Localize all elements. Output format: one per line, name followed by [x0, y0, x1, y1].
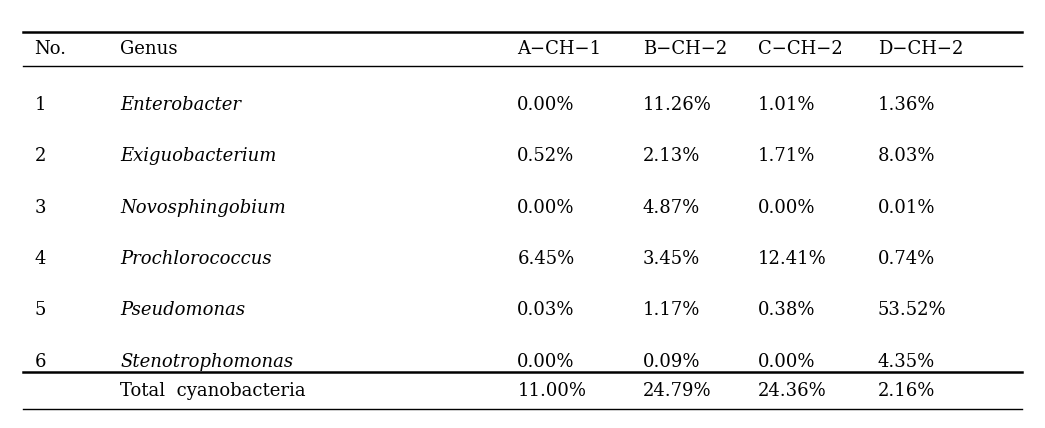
Text: A−CH−1: A−CH−1 — [517, 40, 602, 58]
Text: Enterobacter: Enterobacter — [120, 96, 241, 114]
Text: 1: 1 — [34, 96, 46, 114]
Text: 12.41%: 12.41% — [758, 250, 827, 268]
Text: No.: No. — [34, 40, 67, 58]
Text: Pseudomonas: Pseudomonas — [120, 301, 246, 319]
Text: 2.16%: 2.16% — [878, 382, 935, 400]
Text: 0.03%: 0.03% — [517, 301, 575, 319]
Text: Genus: Genus — [120, 40, 178, 58]
Text: 2.13%: 2.13% — [643, 147, 700, 165]
Text: Stenotrophomonas: Stenotrophomonas — [120, 353, 294, 371]
Text: 0.00%: 0.00% — [758, 199, 815, 217]
Text: 3: 3 — [34, 199, 46, 217]
Text: 1.71%: 1.71% — [758, 147, 815, 165]
Text: Prochlorococcus: Prochlorococcus — [120, 250, 272, 268]
Text: 0.52%: 0.52% — [517, 147, 575, 165]
Text: 4: 4 — [34, 250, 46, 268]
Text: 0.00%: 0.00% — [517, 96, 575, 114]
Text: 6.45%: 6.45% — [517, 250, 575, 268]
Text: Exiguobacterium: Exiguobacterium — [120, 147, 277, 165]
Text: Novosphingobium: Novosphingobium — [120, 199, 286, 217]
Text: 1.17%: 1.17% — [643, 301, 700, 319]
Text: 53.52%: 53.52% — [878, 301, 947, 319]
Text: C−CH−2: C−CH−2 — [758, 40, 842, 58]
Text: 4.35%: 4.35% — [878, 353, 935, 371]
Text: 0.74%: 0.74% — [878, 250, 935, 268]
Text: 8.03%: 8.03% — [878, 147, 935, 165]
Text: 3.45%: 3.45% — [643, 250, 700, 268]
Text: 0.01%: 0.01% — [878, 199, 935, 217]
Text: 0.09%: 0.09% — [643, 353, 700, 371]
Text: Total  cyanobacteria: Total cyanobacteria — [120, 382, 306, 400]
Text: D−CH−2: D−CH−2 — [878, 40, 963, 58]
Text: 6: 6 — [34, 353, 46, 371]
Text: 0.00%: 0.00% — [758, 353, 815, 371]
Text: 11.00%: 11.00% — [517, 382, 586, 400]
Text: 4.87%: 4.87% — [643, 199, 700, 217]
Text: 5: 5 — [34, 301, 46, 319]
Text: 2: 2 — [34, 147, 46, 165]
Text: 0.00%: 0.00% — [517, 353, 575, 371]
Text: 0.00%: 0.00% — [517, 199, 575, 217]
Text: 1.36%: 1.36% — [878, 96, 935, 114]
Text: 24.79%: 24.79% — [643, 382, 712, 400]
Text: B−CH−2: B−CH−2 — [643, 40, 727, 58]
Text: 24.36%: 24.36% — [758, 382, 827, 400]
Text: 0.38%: 0.38% — [758, 301, 815, 319]
Text: 11.26%: 11.26% — [643, 96, 712, 114]
Text: 1.01%: 1.01% — [758, 96, 815, 114]
